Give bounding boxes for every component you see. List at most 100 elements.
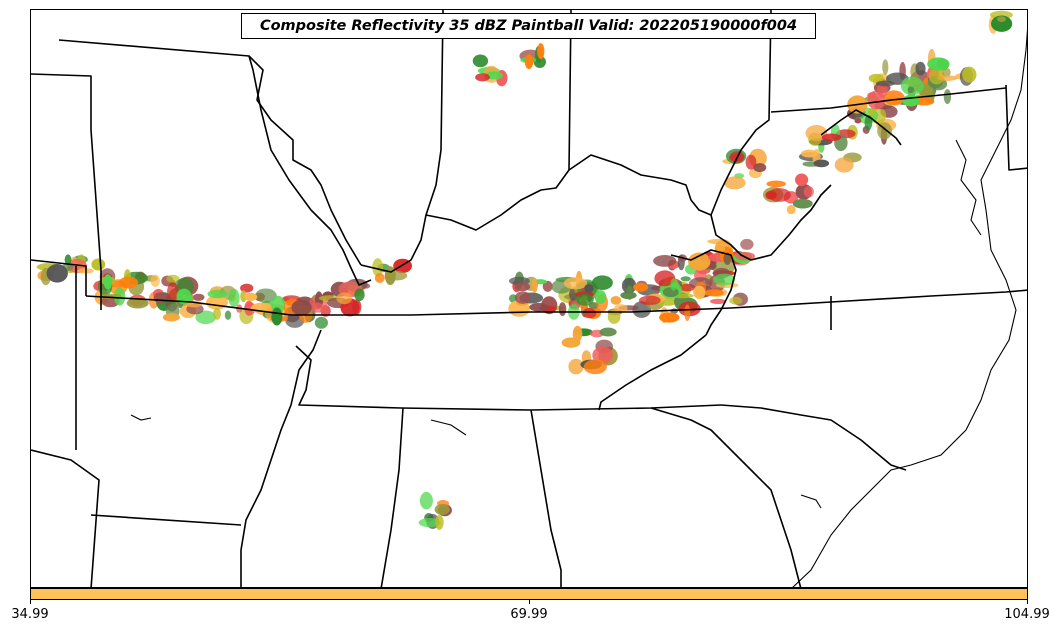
reflectivity-blob [372,258,384,277]
reflectivity-blob [103,274,113,290]
reflectivity-blob [192,293,205,301]
state-border [90,514,242,526]
reflectivity-blob [659,312,680,323]
reflectivity-blob [821,133,842,142]
state-border [31,259,87,296]
reflectivity-blob [418,518,441,528]
reflectivity-blob [864,114,873,131]
reflectivity-blob [472,54,489,68]
reflectivity-blob [937,75,958,81]
reflectivity-blob [575,293,594,306]
colorbar-tick-label-min: 34.99 [11,607,49,622]
reflectivity-blob [162,313,180,322]
reflectivity-blob [568,358,584,375]
reflectivity-blob [542,280,553,292]
lake [800,494,822,509]
colorbar-tick [529,600,530,604]
reflectivity-blob [633,282,649,292]
reflectivity-blob [514,282,531,292]
coastline [130,29,1027,587]
state-border [1005,84,1027,171]
reflectivity-blob [753,163,767,173]
reflectivity-blob [962,66,977,83]
reflectivity-blob [91,258,106,271]
reflectivity-blob [244,300,254,316]
reflectivity-blob [354,288,365,302]
map-frame [30,9,1028,588]
reflectivity-blob [563,277,588,290]
reflectivity-blob [991,15,1013,32]
reflectivity-blob [724,176,746,190]
reflectivity-blob [314,316,328,329]
reflectivity-blob [336,292,353,305]
coastline-atlantic [792,29,1027,587]
reflectivity-blob [240,290,247,303]
reflectivity-blob [374,273,385,283]
reflectivity-blob [46,264,68,283]
reflectivity-blob [680,276,691,282]
reflectivity-blob [572,325,583,342]
state-boundaries [31,10,1027,587]
reflectivity-blob [64,254,72,266]
reflectivity-blob [854,117,862,124]
reflectivity-blob [291,299,312,316]
state-border [31,449,100,587]
reflectivity-blob [599,327,617,337]
reflectivity-blob [900,76,924,96]
reflectivity-blob [907,86,915,94]
reflectivity-blob [126,297,149,309]
state-border [425,10,572,231]
reflectivity-blob [684,304,691,322]
reflectivity-blob [875,80,895,87]
reflectivity-blob [813,159,830,168]
reflectivity-blob [766,180,786,188]
state-border [240,329,322,587]
reflectivity-blob [767,188,791,202]
reflectivity-blob [653,255,677,267]
reflectivity-blob [792,198,813,209]
state-border [598,334,707,411]
reflectivity-blob [943,89,952,105]
reflectivity-blob [166,274,180,283]
state-border [248,55,362,266]
colorbar-tick-label-mid: 69.99 [510,607,548,622]
reflectivity-blob [558,302,567,316]
reflectivity-blob [362,283,371,289]
colorbar [30,588,1028,600]
reflectivity-blob [704,289,724,297]
reflectivity-blob [584,284,594,293]
reflectivity-blob [868,108,875,116]
reflectivity-blob [927,57,950,71]
reflectivity-blob [632,301,651,318]
state-border [31,73,102,310]
reflectivity-blob [868,73,884,83]
state-border [58,39,372,286]
state-border [670,249,737,336]
reflectivity-blob [882,59,889,75]
reflectivity-blob [434,504,450,515]
colorbar-tick [30,600,31,604]
reflectivity-blob [533,55,546,68]
reflectivity-blob [582,308,597,319]
reflectivity-blob [800,149,818,158]
reflectivity-blob [419,491,433,510]
reflectivity-blob [740,238,754,250]
state-border [720,404,907,471]
reflectivity-blob [626,285,634,300]
reflectivity-blob [195,310,216,325]
reflectivity-blob [786,205,796,215]
reflectivity-blob [524,54,534,69]
reflectivity-blob [514,291,531,304]
reflectivity-blob [176,288,192,305]
state-border [85,289,1027,316]
reflectivity-blob [537,43,545,60]
reflectivity-blob [662,287,679,297]
reflectivity-blob [638,295,661,305]
state-border [295,345,722,411]
colorbar-tick [1027,600,1028,604]
map-title: Composite Reflectivity 35 dBZ Paintball … [241,13,816,39]
state-border [820,109,902,146]
reflectivity-blob [803,186,814,198]
reflectivity-blob [883,90,905,106]
reflectivity-blob [167,282,179,302]
